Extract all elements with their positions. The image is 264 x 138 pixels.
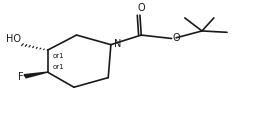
Text: N: N	[114, 39, 121, 49]
Text: or1: or1	[52, 64, 64, 70]
Text: O: O	[138, 3, 145, 13]
Polygon shape	[24, 72, 48, 78]
Text: O: O	[173, 33, 181, 43]
Text: HO: HO	[6, 34, 21, 44]
Text: or1: or1	[52, 53, 64, 59]
Text: F: F	[18, 71, 24, 82]
